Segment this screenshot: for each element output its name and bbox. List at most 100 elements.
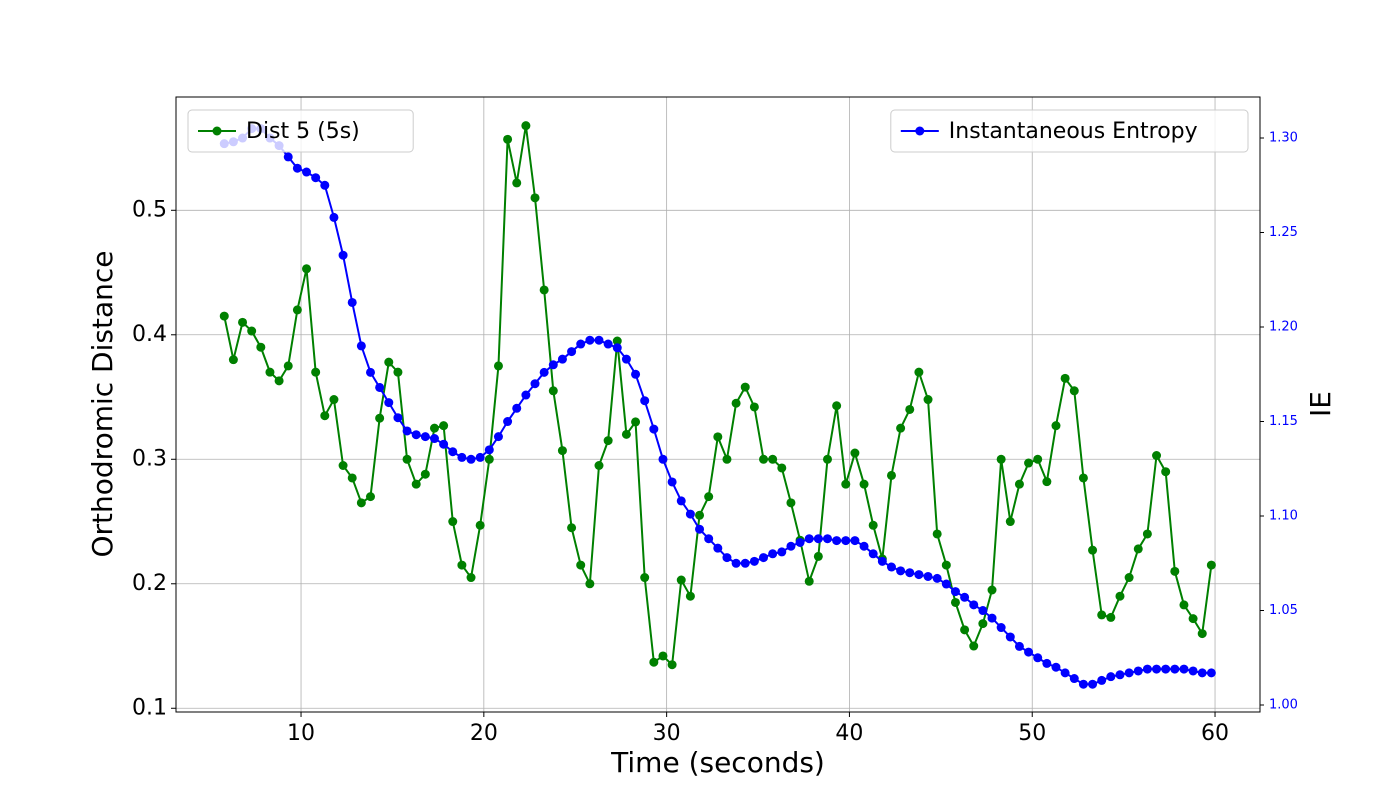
data-point <box>768 549 778 559</box>
data-point <box>1115 670 1125 680</box>
data-point <box>503 417 513 427</box>
data-point <box>493 432 503 442</box>
y2-tick-label: 1.25 <box>1269 225 1298 240</box>
y2-tick-label: 1.15 <box>1269 414 1298 429</box>
data-point <box>905 568 915 578</box>
data-point <box>695 510 705 520</box>
x-tick-label: 10 <box>287 721 315 746</box>
data-point <box>1188 666 1198 676</box>
data-point <box>548 386 558 396</box>
data-point <box>1142 529 1152 539</box>
y2-axis-label: IE <box>1304 391 1337 417</box>
data-point <box>1170 664 1180 674</box>
data-point <box>731 558 741 568</box>
legend-marker <box>915 126 925 136</box>
data-point <box>603 339 613 349</box>
data-point <box>375 382 385 392</box>
data-point <box>329 395 339 405</box>
data-point <box>1024 647 1034 657</box>
data-point <box>740 558 750 568</box>
data-point <box>402 426 412 436</box>
data-point <box>960 592 970 602</box>
data-point <box>658 651 668 661</box>
data-point <box>1161 467 1171 477</box>
data-point <box>375 413 385 423</box>
data-point <box>740 382 750 392</box>
data-point <box>1078 473 1088 483</box>
data-point <box>512 403 522 413</box>
data-point <box>850 448 860 458</box>
data-point <box>1069 386 1079 396</box>
x-axis-label: Time (seconds) <box>610 746 825 779</box>
data-point <box>713 543 723 553</box>
data-point <box>813 534 823 544</box>
data-point <box>640 396 650 406</box>
data-point <box>1005 632 1015 642</box>
data-point <box>950 597 960 607</box>
data-point <box>1115 591 1125 601</box>
data-point <box>1106 672 1116 682</box>
data-point <box>530 193 540 203</box>
data-point <box>1088 545 1098 555</box>
data-point <box>685 591 695 601</box>
data-point <box>850 536 860 546</box>
data-point <box>713 432 723 442</box>
data-point <box>886 470 896 480</box>
data-point <box>356 498 366 508</box>
data-point <box>347 297 357 307</box>
y2-tick-label: 1.00 <box>1269 698 1298 713</box>
data-point <box>567 347 577 357</box>
data-point <box>1051 421 1061 431</box>
data-point <box>841 479 851 489</box>
data-point <box>1097 610 1107 620</box>
data-point <box>868 549 878 559</box>
data-point <box>832 401 842 411</box>
y2-tick-label: 1.05 <box>1269 603 1298 618</box>
data-point <box>1005 517 1015 527</box>
data-point <box>932 573 942 583</box>
data-point <box>722 553 732 563</box>
data-point <box>292 305 302 315</box>
data-point <box>1152 664 1162 674</box>
x-tick-label: 40 <box>835 721 863 746</box>
data-point <box>1033 454 1043 464</box>
data-point <box>896 566 906 576</box>
data-point <box>1033 653 1043 663</box>
data-point <box>503 134 513 144</box>
x-tick-label: 30 <box>653 721 681 746</box>
data-point <box>466 454 476 464</box>
y2-tick-label: 1.20 <box>1269 320 1298 335</box>
data-point <box>247 326 257 336</box>
x-tick-label: 20 <box>470 721 498 746</box>
data-point <box>987 613 997 623</box>
data-point <box>932 529 942 539</box>
data-point <box>1133 666 1143 676</box>
data-point <box>594 335 604 345</box>
y-tick-label: 0.3 <box>132 446 167 471</box>
data-point <box>329 212 339 222</box>
data-point <box>1179 664 1189 674</box>
data-point <box>311 173 321 183</box>
data-point <box>685 509 695 519</box>
data-point <box>1060 668 1070 678</box>
data-point <box>905 404 915 414</box>
data-point <box>448 447 458 457</box>
data-point <box>886 562 896 572</box>
data-point <box>365 492 375 502</box>
data-point <box>302 264 312 274</box>
data-point <box>631 417 641 427</box>
legend-label: Dist 5 (5s) <box>246 119 360 144</box>
data-point <box>420 469 430 479</box>
data-point <box>1179 600 1189 610</box>
data-point <box>420 432 430 442</box>
data-point <box>868 520 878 530</box>
data-point <box>1124 573 1134 583</box>
data-point <box>228 355 238 365</box>
y-tick-label: 0.5 <box>132 197 167 222</box>
data-point <box>795 537 805 547</box>
data-point <box>1088 679 1098 689</box>
data-point <box>238 317 248 327</box>
data-point <box>484 454 494 464</box>
data-point <box>667 477 677 487</box>
data-point <box>585 335 595 345</box>
